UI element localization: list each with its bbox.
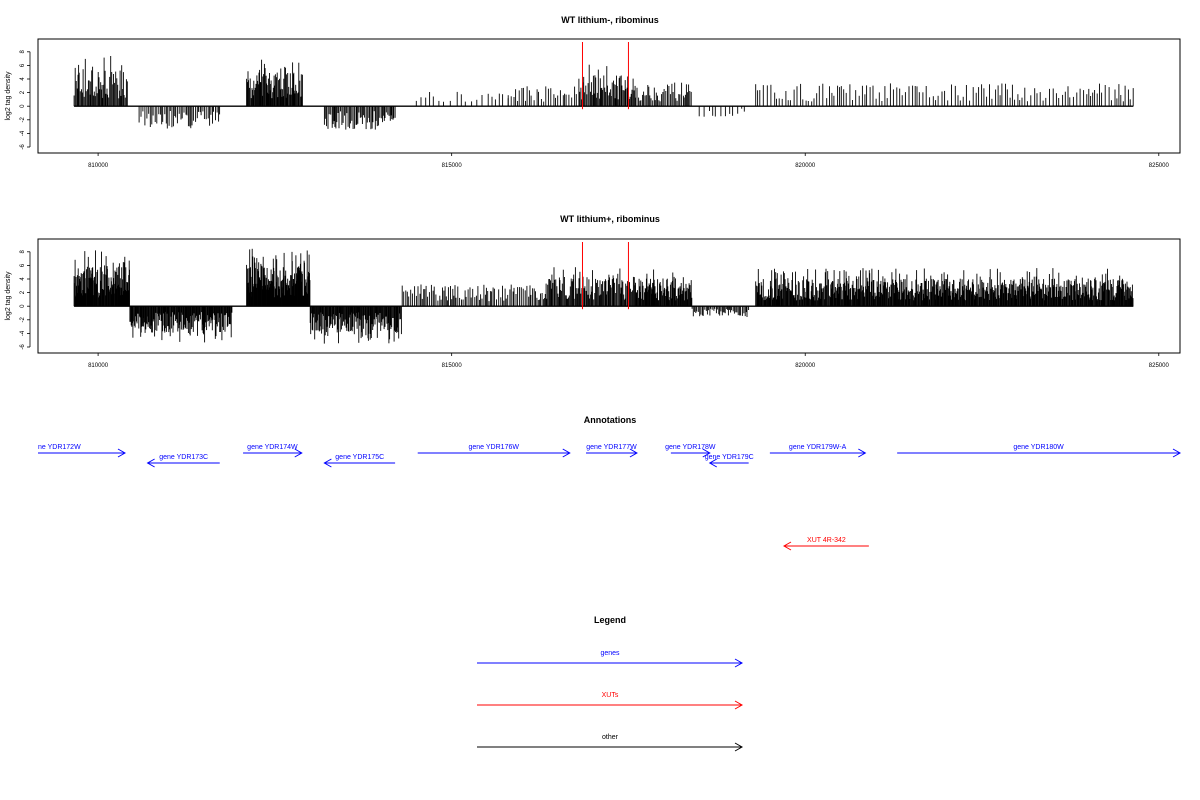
- position-markers: [581, 42, 629, 110]
- annotations-track: Annotations ne YDR172W gene YDR173C gene Y…: [38, 415, 1182, 551]
- y-axis-label: log2 tag density: [5, 271, 12, 321]
- arrowhead-left-icon: [783, 541, 792, 551]
- arrowhead-right-icon: [294, 448, 303, 458]
- x-axis: 810000 815000 820000 825000: [88, 153, 1169, 169]
- y-tick-label: 0: [20, 304, 26, 308]
- y-tick-label: 4: [20, 77, 26, 81]
- feature-gene: gene YDR179C: [705, 454, 754, 468]
- density-panel-lithium-plus: WT lithium+, ribominus log2 tag density …: [5, 214, 1181, 369]
- feature-gene: gene YDR175C: [323, 454, 396, 468]
- feature-list: ne YDR172W gene YDR173C gene YDR174W gene Y…: [38, 444, 1182, 551]
- y-tick-label: -4: [20, 130, 26, 136]
- x-tick-label: 825000: [1149, 363, 1170, 369]
- y-tick-label: 2: [20, 90, 26, 94]
- legend-label: XUTs: [602, 692, 619, 699]
- feature-gene: gene YDR174W: [243, 444, 303, 458]
- arrowhead-right-icon: [734, 742, 744, 752]
- plot-frame: [37, 38, 1181, 154]
- x-tick-label: 815000: [442, 163, 463, 169]
- y-tick-label: -2: [20, 316, 26, 322]
- arrowhead-right-icon: [1172, 448, 1182, 458]
- density-bars: [73, 248, 1134, 344]
- arrowhead-right-icon: [629, 448, 638, 458]
- x-tick-label: 820000: [795, 163, 816, 169]
- y-tick-label: -2: [20, 116, 26, 122]
- arrowhead-right-icon: [858, 448, 867, 458]
- y-tick-label: 0: [20, 104, 26, 108]
- y-axis: -6 -4 -2 0 2 4 6 8: [20, 49, 31, 150]
- y-tick-label: 2: [20, 290, 26, 294]
- y-tick-label: -6: [20, 344, 26, 350]
- feature-label: gene YDR175C: [335, 454, 384, 461]
- legend-items: genes XUTs other: [477, 650, 744, 752]
- feature-label: gene YDR174W: [247, 444, 298, 451]
- feature-label: gene YDR173C: [159, 454, 208, 461]
- arrowhead-right-icon: [702, 448, 711, 458]
- x-tick-label: 810000: [88, 363, 109, 369]
- y-axis-label: log2 tag density: [5, 71, 12, 121]
- arrowhead-left-icon: [708, 458, 718, 468]
- arrowhead-left-icon: [323, 458, 332, 468]
- feature-gene: gene YDR176W: [417, 444, 571, 458]
- legend-label: other: [602, 734, 619, 741]
- feature-gene: gene YDR179W-A: [769, 444, 867, 458]
- density-panel-lithium-minus: WT lithium-, ribominus log2 tag density …: [5, 15, 1181, 169]
- feature-xut: XUT 4R-342: [783, 537, 869, 551]
- position-markers: [581, 242, 629, 310]
- arrowhead-left-icon: [146, 458, 155, 468]
- x-tick-label: 825000: [1149, 163, 1170, 169]
- feature-gene: gene YDR178W: [665, 444, 716, 458]
- legend-item-xut: XUTs: [477, 692, 744, 710]
- y-tick-label: -4: [20, 330, 26, 336]
- legend-item-other: other: [477, 734, 744, 752]
- feature-label: ne YDR172W: [38, 444, 81, 451]
- legend-item-gene: genes: [477, 650, 744, 668]
- y-tick-label: 6: [20, 63, 26, 67]
- legend: Legend genes XUTs other: [477, 615, 744, 752]
- density-bars: [73, 56, 1134, 130]
- feature-label: gene YDR176W: [469, 444, 520, 451]
- feature-label: gene YDR177W: [586, 444, 637, 451]
- y-tick-label: -6: [20, 144, 26, 150]
- feature-gene: ne YDR172W: [38, 444, 126, 458]
- x-axis: 810000 815000 820000 825000: [88, 353, 1169, 369]
- x-tick-label: 820000: [795, 363, 816, 369]
- x-tick-label: 810000: [88, 163, 109, 169]
- y-tick-label: 6: [20, 263, 26, 267]
- feature-gene: gene YDR173C: [146, 454, 220, 468]
- feature-label: gene YDR179C: [705, 454, 754, 461]
- x-tick-label: 815000: [442, 363, 463, 369]
- arrowhead-right-icon: [562, 448, 571, 458]
- panel-title: WT lithium+, ribominus: [560, 214, 660, 224]
- legend-label: genes: [600, 650, 620, 657]
- y-tick-label: 4: [20, 277, 26, 281]
- arrowhead-right-icon: [117, 448, 126, 458]
- annotations-title: Annotations: [584, 415, 637, 425]
- legend-title: Legend: [594, 615, 626, 625]
- arrowhead-right-icon: [734, 658, 744, 668]
- feature-label: XUT 4R-342: [807, 537, 846, 544]
- y-axis: -6 -4 -2 0 2 4 6 8: [20, 249, 31, 350]
- feature-label: gene YDR178W: [665, 444, 716, 451]
- feature-gene: gene YDR177W: [586, 444, 638, 458]
- y-tick-label: 8: [20, 49, 26, 53]
- feature-label: gene YDR179W-A: [789, 444, 847, 451]
- panel-title: WT lithium-, ribominus: [561, 15, 659, 25]
- y-tick-label: 8: [20, 249, 26, 253]
- plot-frame: [37, 238, 1181, 354]
- arrowhead-right-icon: [734, 700, 744, 710]
- feature-gene: gene YDR180W: [897, 444, 1182, 458]
- feature-label: gene YDR180W: [1013, 444, 1064, 451]
